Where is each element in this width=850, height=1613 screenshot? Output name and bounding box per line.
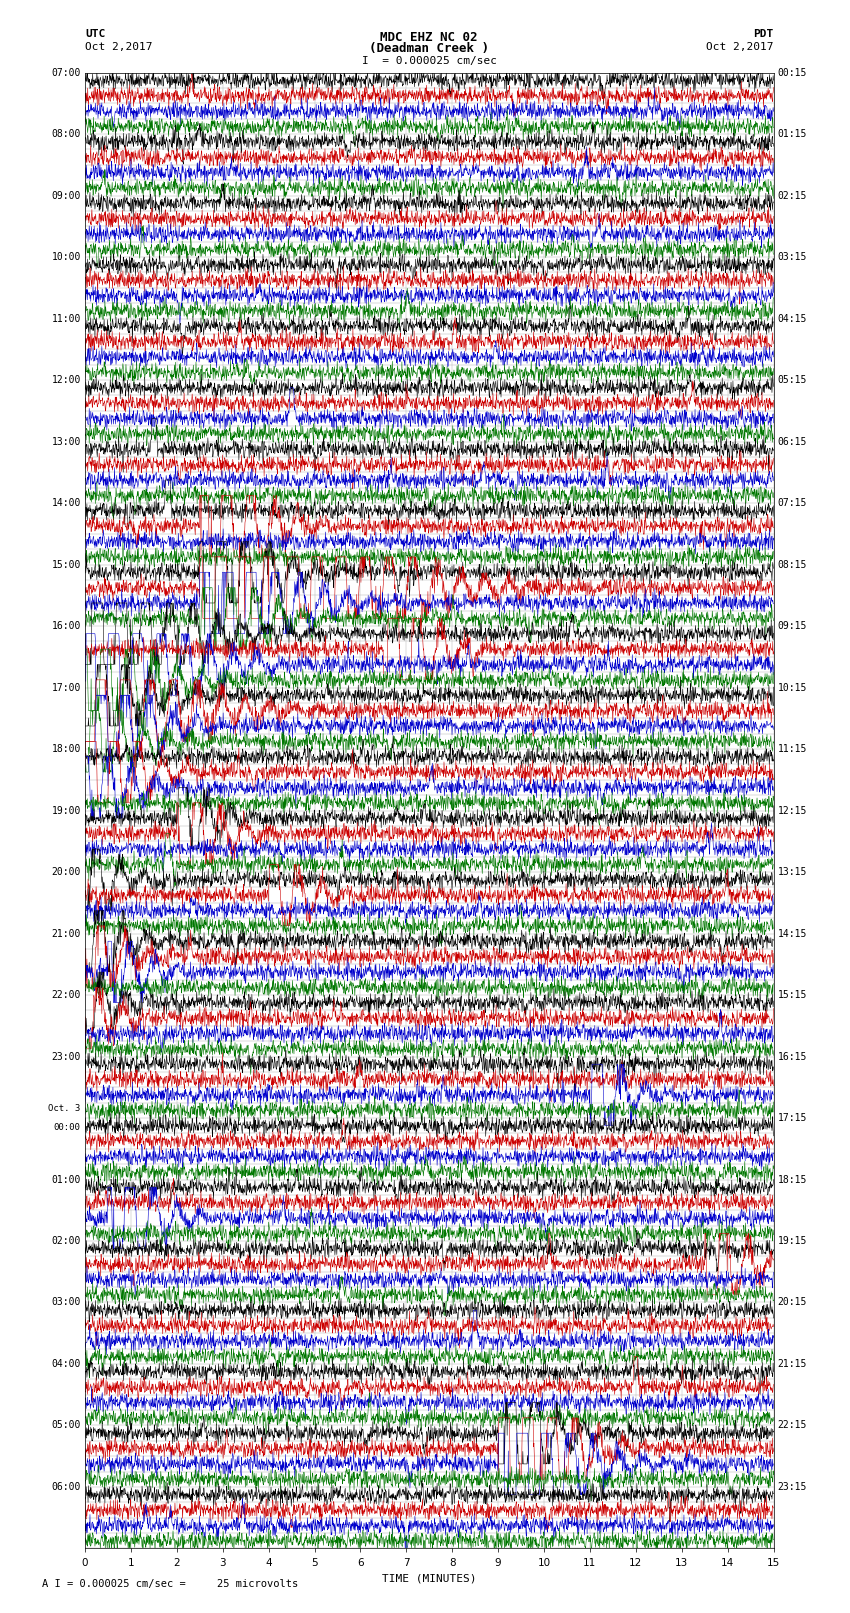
Text: 06:00: 06:00 — [51, 1482, 81, 1492]
Text: 23:15: 23:15 — [778, 1482, 807, 1492]
Text: 06:15: 06:15 — [778, 437, 807, 447]
Text: 01:00: 01:00 — [51, 1174, 81, 1184]
Text: 09:15: 09:15 — [778, 621, 807, 631]
Text: 13:15: 13:15 — [778, 868, 807, 877]
Text: 00:00: 00:00 — [54, 1123, 81, 1132]
Text: 21:15: 21:15 — [778, 1360, 807, 1369]
Text: 18:00: 18:00 — [51, 744, 81, 753]
Text: 13:00: 13:00 — [51, 437, 81, 447]
Text: 19:00: 19:00 — [51, 805, 81, 816]
Text: 08:15: 08:15 — [778, 560, 807, 569]
Text: 17:00: 17:00 — [51, 682, 81, 692]
Text: Oct 2,2017: Oct 2,2017 — [85, 42, 152, 52]
Text: 02:00: 02:00 — [51, 1236, 81, 1245]
Text: 04:15: 04:15 — [778, 313, 807, 324]
Text: 14:15: 14:15 — [778, 929, 807, 939]
Text: MDC EHZ NC 02: MDC EHZ NC 02 — [381, 31, 478, 44]
Text: 03:00: 03:00 — [51, 1297, 81, 1308]
Text: 11:15: 11:15 — [778, 744, 807, 753]
Text: 16:00: 16:00 — [51, 621, 81, 631]
Text: 08:00: 08:00 — [51, 129, 81, 139]
Text: 07:00: 07:00 — [51, 68, 81, 77]
Text: I  = 0.000025 cm/sec: I = 0.000025 cm/sec — [362, 56, 496, 66]
Text: A I = 0.000025 cm/sec =     25 microvolts: A I = 0.000025 cm/sec = 25 microvolts — [42, 1579, 298, 1589]
Text: 11:00: 11:00 — [51, 313, 81, 324]
Text: 14:00: 14:00 — [51, 498, 81, 508]
Text: 19:15: 19:15 — [778, 1236, 807, 1245]
Text: 23:00: 23:00 — [51, 1052, 81, 1061]
Text: 01:15: 01:15 — [778, 129, 807, 139]
Text: 02:15: 02:15 — [778, 190, 807, 200]
Text: 20:00: 20:00 — [51, 868, 81, 877]
Text: 22:15: 22:15 — [778, 1421, 807, 1431]
X-axis label: TIME (MINUTES): TIME (MINUTES) — [382, 1573, 477, 1582]
Text: PDT: PDT — [753, 29, 774, 39]
Text: 10:00: 10:00 — [51, 252, 81, 261]
Text: 22:00: 22:00 — [51, 990, 81, 1000]
Text: 16:15: 16:15 — [778, 1052, 807, 1061]
Text: 12:15: 12:15 — [778, 805, 807, 816]
Text: 18:15: 18:15 — [778, 1174, 807, 1184]
Text: Oct 2,2017: Oct 2,2017 — [706, 42, 774, 52]
Text: UTC: UTC — [85, 29, 105, 39]
Text: 17:15: 17:15 — [778, 1113, 807, 1123]
Text: 05:15: 05:15 — [778, 376, 807, 386]
Text: 10:15: 10:15 — [778, 682, 807, 692]
Text: 21:00: 21:00 — [51, 929, 81, 939]
Text: 03:15: 03:15 — [778, 252, 807, 261]
Text: 07:15: 07:15 — [778, 498, 807, 508]
Text: 12:00: 12:00 — [51, 376, 81, 386]
Text: 15:15: 15:15 — [778, 990, 807, 1000]
Text: 20:15: 20:15 — [778, 1297, 807, 1308]
Text: (Deadman Creek ): (Deadman Creek ) — [369, 42, 490, 55]
Text: 09:00: 09:00 — [51, 190, 81, 200]
Text: 04:00: 04:00 — [51, 1360, 81, 1369]
Text: Oct. 3: Oct. 3 — [48, 1105, 81, 1113]
Text: 15:00: 15:00 — [51, 560, 81, 569]
Text: 05:00: 05:00 — [51, 1421, 81, 1431]
Text: 00:15: 00:15 — [778, 68, 807, 77]
